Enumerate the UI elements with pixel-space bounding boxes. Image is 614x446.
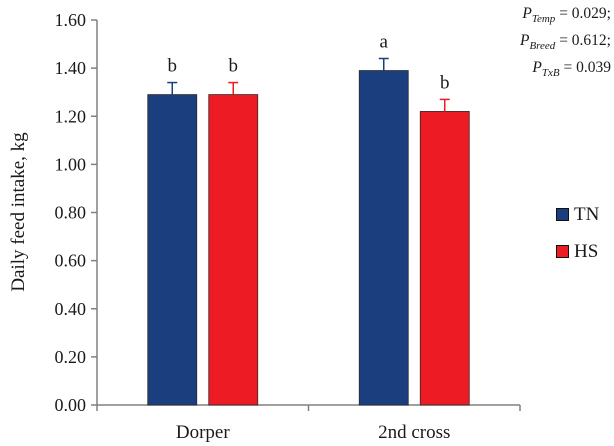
x-tick-label: Dorper [176,422,230,443]
legend-item-hs: HS [556,233,599,270]
x-axis: Dorper 2nd cross [96,404,521,443]
legend-swatch-hs [556,245,569,258]
y-tick-label: 0.80 [55,203,87,223]
bar-hs-0 [208,94,259,406]
y-tick-label: 0.60 [55,251,87,271]
y-tick-label: 1.00 [55,154,87,174]
p-value-breed: PBreed = 0.612; [519,32,611,53]
bar-tn-0 [147,94,198,406]
significance-label: a [380,32,389,53]
x-tick-label: 2nd cross [378,422,450,443]
y-tick-label: 0.00 [55,395,87,415]
significance-label: b [229,56,239,77]
significance-label: b [440,72,450,93]
y-tick-label: 1.40 [55,58,87,78]
legend-label-hs: HS [574,240,599,262]
p-value-temp: PTemp = 0.029; [522,5,611,26]
y-axis: 0.00 0.20 0.40 0.60 0.80 1.00 1.20 1.40 1.60 [55,10,98,415]
y-tick-label: 1.20 [55,106,87,126]
legend-label-tn: TN [574,203,600,225]
y-tick-label: 0.20 [55,347,87,367]
y-axis-label: Daily feed intake, kg [8,132,29,292]
y-tick-label: 0.40 [55,299,87,319]
bar-tn-1 [358,70,409,406]
legend-swatch-tn [556,208,569,221]
y-tick-label: 1.60 [55,10,87,30]
statistics-annotation: PTemp = 0.029; PBreed = 0.612; PTxB = 0.… [520,3,611,84]
bars: b b a b [147,32,470,406]
p-value-interaction: PTxB = 0.039 [532,59,611,80]
legend-item-tn: TN [556,196,599,233]
bar-hs-1 [419,111,470,406]
significance-label: b [168,56,178,77]
legend: TN HS [556,196,599,270]
